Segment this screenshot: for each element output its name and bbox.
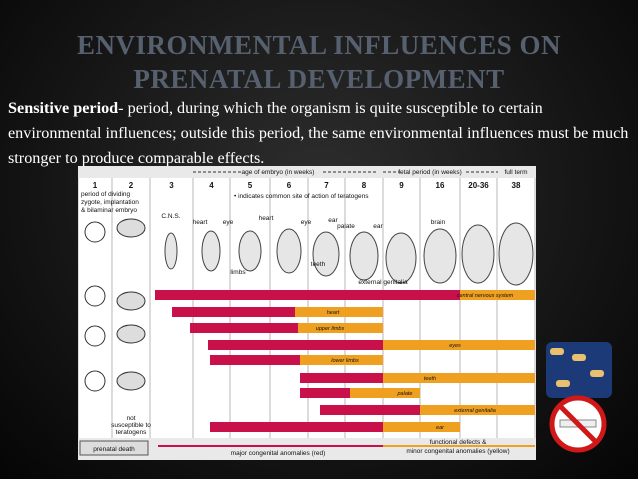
embryo bbox=[423, 228, 457, 284]
minor-bar bbox=[350, 388, 420, 398]
row-label: heart bbox=[327, 310, 340, 316]
footer-label: prenatal death bbox=[93, 446, 135, 453]
row-label: palate bbox=[397, 391, 413, 397]
major-bar bbox=[190, 323, 298, 333]
annotation: palate bbox=[337, 223, 355, 230]
embryo-disc bbox=[116, 291, 146, 311]
column-label: 2 bbox=[129, 181, 134, 190]
zygote bbox=[84, 285, 106, 307]
embryo-disc bbox=[116, 324, 146, 344]
column-note: period of dividing bbox=[81, 191, 131, 198]
embryo-disc bbox=[116, 371, 146, 391]
embryo bbox=[498, 222, 534, 286]
column-note: zygote, implantation bbox=[81, 199, 139, 206]
footer-label: major congenital anomalies (red) bbox=[231, 450, 326, 457]
annotation: limbs bbox=[230, 269, 246, 276]
note: not bbox=[126, 415, 135, 422]
major-bar bbox=[172, 307, 295, 317]
annotation: heart bbox=[193, 219, 208, 226]
row-label: teeth bbox=[424, 376, 436, 382]
major-bar bbox=[155, 290, 460, 300]
row-label: central nervous system bbox=[457, 293, 514, 299]
column-label: 1 bbox=[93, 181, 98, 190]
zygote bbox=[84, 370, 106, 392]
annotation: heart bbox=[259, 215, 274, 222]
header-label: fetal period (in weeks) bbox=[398, 169, 462, 176]
pills-caps bbox=[550, 348, 604, 387]
major-bar bbox=[210, 422, 383, 432]
annotation: external genitalia bbox=[358, 279, 408, 286]
minor-bar bbox=[420, 405, 535, 415]
embryo bbox=[201, 230, 221, 272]
embryo bbox=[461, 224, 495, 284]
row-label: ear bbox=[436, 425, 445, 431]
embryo bbox=[349, 231, 379, 281]
header-band bbox=[78, 166, 536, 178]
row-label: lower limbs bbox=[331, 358, 359, 364]
column-label: 8 bbox=[362, 181, 367, 190]
minor-bar bbox=[295, 307, 383, 317]
zygote bbox=[84, 325, 106, 347]
column-label: 9 bbox=[399, 181, 404, 190]
row-label: external genitalia bbox=[454, 408, 496, 414]
legend-note: • indicates common site of action of ter… bbox=[234, 193, 369, 200]
annotation: C.N.S. bbox=[161, 213, 180, 220]
side-image bbox=[546, 342, 612, 453]
embryo bbox=[385, 232, 417, 284]
column-note: & bilaminar embryo bbox=[81, 207, 137, 214]
header-label: full term bbox=[504, 169, 527, 176]
term: Sensitive period bbox=[8, 99, 119, 117]
zygote bbox=[84, 221, 106, 243]
minor-bar bbox=[383, 373, 535, 383]
minor-bar bbox=[300, 355, 383, 365]
note: susceptible to bbox=[111, 422, 151, 429]
major-bar bbox=[300, 373, 383, 383]
minor-bar bbox=[383, 340, 535, 350]
annotation: ear bbox=[373, 223, 383, 230]
embryo bbox=[238, 230, 262, 272]
title-line: ENVIRONMENTAL INFLUENCES ON bbox=[76, 30, 562, 60]
annotation: ear bbox=[328, 217, 338, 224]
definition: - period, during which the organism is q… bbox=[8, 99, 629, 167]
annotation: teeth bbox=[311, 261, 326, 268]
major-bar bbox=[208, 340, 383, 350]
column-label: 20-36 bbox=[468, 181, 489, 190]
major-bar bbox=[210, 355, 300, 365]
slash bbox=[558, 404, 598, 444]
embryo bbox=[164, 232, 178, 270]
annotation: eye bbox=[301, 219, 312, 226]
row-label: upper limbs bbox=[316, 326, 345, 332]
column-label: 7 bbox=[324, 181, 329, 190]
column-label: 6 bbox=[287, 181, 292, 190]
footer-label: minor congenital anomalies (yellow) bbox=[406, 448, 509, 455]
column-label: 4 bbox=[209, 181, 214, 190]
figure: 1 2 3 4 5 6 7 8 9 16 20-36 38 C.N.S. heart eye heart lim… bbox=[78, 166, 536, 460]
embryo bbox=[276, 228, 302, 274]
column-label: 5 bbox=[248, 181, 253, 190]
minor-bar bbox=[298, 323, 383, 333]
row-label: eyes bbox=[449, 343, 461, 349]
annotation: brain bbox=[431, 219, 446, 226]
header-label: age of embryo (in weeks) bbox=[242, 169, 315, 176]
title-line: PRENATAL DEVELOPMENT bbox=[133, 64, 505, 94]
major-bar bbox=[300, 388, 350, 398]
body-text: Sensitive period- period, during which t… bbox=[8, 96, 634, 171]
footer-band bbox=[78, 438, 536, 460]
note: teratogens bbox=[116, 429, 147, 436]
column-label: 3 bbox=[169, 181, 174, 190]
annotation: eye bbox=[223, 219, 234, 226]
minor-bar bbox=[460, 290, 535, 300]
death-box bbox=[79, 440, 149, 456]
column-label: 16 bbox=[436, 181, 445, 190]
embryo bbox=[312, 231, 340, 277]
footer-label: functional defects & bbox=[430, 439, 487, 446]
embryo-disc bbox=[116, 218, 146, 238]
column-label: 38 bbox=[512, 181, 521, 190]
minor-bar bbox=[383, 422, 460, 432]
major-bar bbox=[320, 405, 420, 415]
